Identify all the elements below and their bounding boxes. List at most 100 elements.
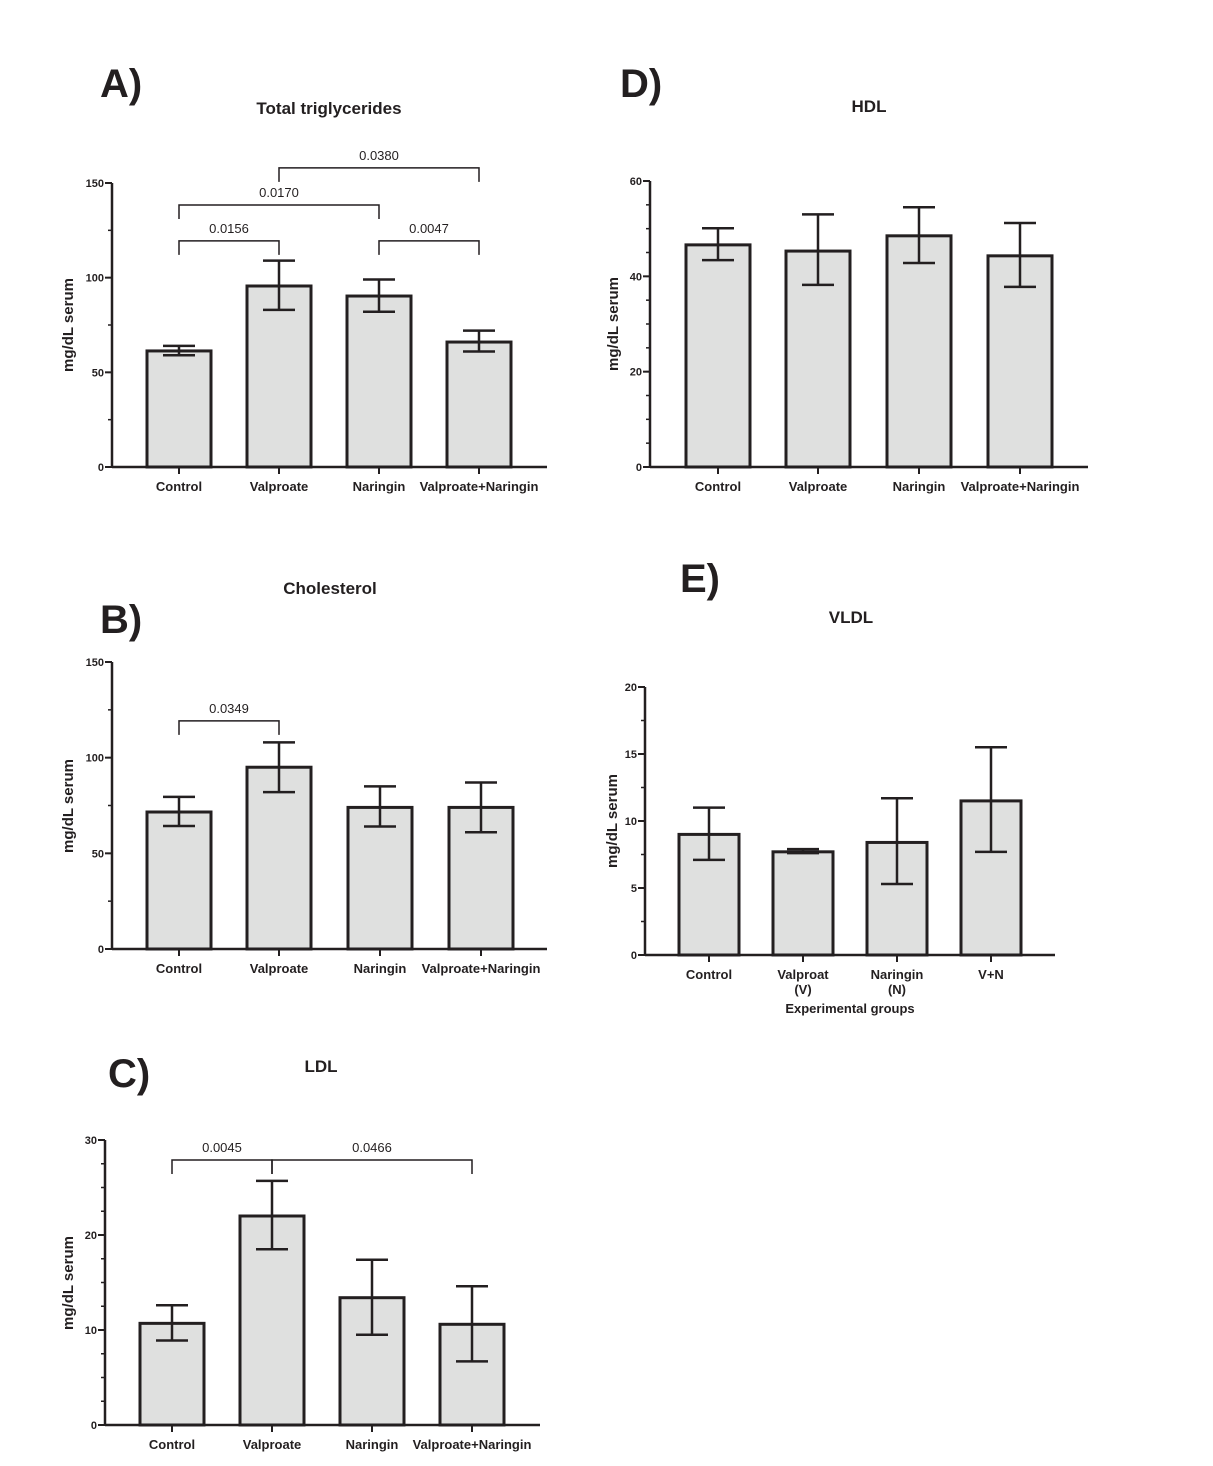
bar-1: [771, 850, 835, 957]
y-tick-label: 10: [85, 1325, 97, 1337]
panel-d: D) HDL mg/dL serum 0 20 40 60 Control Valproate N…: [605, 62, 1088, 494]
x-tick-label-line: Valproate: [250, 479, 309, 494]
y-tick-label: 30: [85, 1135, 97, 1147]
x-tick-label: Control: [156, 961, 202, 976]
x-tick-label-line: Naringin: [346, 1437, 399, 1452]
x-tick-label: Naringin: [346, 1437, 399, 1452]
panel-label: C): [108, 1052, 150, 1096]
chart-title: HDL: [852, 97, 887, 116]
p-value-label: 0.0156: [209, 221, 249, 236]
x-tick-label: Control: [695, 479, 741, 494]
chart-title: LDL: [304, 1057, 337, 1076]
p-value-label: 0.0045: [202, 1140, 242, 1155]
bar-0: [145, 349, 213, 469]
y-axis-label: mg/dL serum: [60, 1236, 77, 1330]
x-tick-label-line: Control: [686, 967, 732, 982]
x-tick-label-line: Valproate+Naringin: [413, 1437, 532, 1452]
x-tick-label-line: Naringin: [353, 479, 406, 494]
y-tick-label: 50: [92, 367, 104, 379]
x-tick-label-line: V+N: [978, 967, 1004, 982]
x-tick-label: Naringin (N): [871, 967, 924, 997]
y-tick-label: 50: [92, 848, 104, 860]
y-axis-label: mg/dL serum: [604, 774, 621, 868]
panel-label: D): [620, 62, 662, 106]
y-tick-label: 40: [630, 271, 642, 283]
p-value-label: 0.0047: [409, 221, 449, 236]
y-tick-label: 0: [631, 950, 637, 962]
y-tick-label: 20: [630, 367, 642, 379]
y-tick-label: 0: [91, 1420, 97, 1432]
x-tick-label: Valproate: [789, 479, 848, 494]
significance-bracket: [178, 240, 280, 255]
significance-bracket: [178, 204, 380, 219]
x-tick-label-line: Control: [695, 479, 741, 494]
panel-label: A): [100, 62, 142, 106]
p-value-label: 0.0170: [259, 185, 299, 200]
chart-title: Cholesterol: [283, 579, 377, 598]
bar-0: [145, 810, 213, 951]
bar-1: [784, 249, 852, 469]
y-tick-label: 20: [85, 1230, 97, 1242]
chart-title: Total triglycerides: [256, 99, 401, 118]
panel-label: B): [100, 598, 142, 642]
y-tick-label: 20: [625, 682, 637, 694]
y-tick-label: 100: [86, 753, 104, 765]
panel-label: E): [680, 557, 720, 601]
x-tick-label: Valproat (V): [777, 967, 829, 997]
bar-2: [885, 234, 953, 469]
panel-a: A) Total triglycerides mg/dL serum 0 50 100 15…: [60, 62, 547, 494]
x-tick-label-line: Naringin: [871, 967, 924, 982]
y-tick-label: 0: [636, 462, 642, 474]
y-axis-label: mg/dL serum: [60, 278, 77, 372]
x-tick-label: Valproate+Naringin: [422, 961, 541, 976]
panel-b: B) Cholesterol mg/dL serum 0 50 100 150 Control…: [60, 579, 547, 976]
x-tick-label: Valproate: [243, 1437, 302, 1452]
x-tick-label-line: Control: [156, 961, 202, 976]
panel-e: E) VLDL mg/dL serum 0 5 10 15 20 Control Valproat…: [604, 557, 1055, 1016]
x-tick-label-line: Control: [156, 479, 202, 494]
x-tick-label: Valproate+Naringin: [420, 479, 539, 494]
p-value-label: 0.0466: [352, 1140, 392, 1155]
significance-bracket: [278, 167, 480, 182]
x-tick-label-line: (V): [794, 982, 811, 997]
x-tick-label-line: Valproate+Naringin: [420, 479, 539, 494]
y-axis-label: mg/dL serum: [605, 277, 622, 371]
y-tick-label: 0: [98, 462, 104, 474]
x-tick-label: Naringin: [354, 961, 407, 976]
x-tick-label: Naringin: [893, 479, 946, 494]
bar-3: [445, 340, 513, 469]
x-tick-label: Control: [686, 967, 732, 982]
x-tick-label-line: Valproate+Naringin: [422, 961, 541, 976]
x-tick-label-line: Valproate: [243, 1437, 302, 1452]
x-tick-label: Naringin: [353, 479, 406, 494]
x-tick-label: Valproate+Naringin: [961, 479, 1080, 494]
bar-1: [238, 1214, 306, 1427]
x-tick-label: V+N: [978, 967, 1004, 982]
x-tick-label: Valproate: [250, 479, 309, 494]
significance-bracket: [378, 240, 480, 255]
x-tick-label: Control: [149, 1437, 195, 1452]
x-tick-label-line: Valproate+Naringin: [961, 479, 1080, 494]
bar-2: [345, 294, 413, 469]
p-value-label: 0.0349: [209, 701, 249, 716]
x-tick-label-line: Valproate: [250, 961, 309, 976]
x-tick-label-line: Valproate: [789, 479, 848, 494]
x-tick-label-line: (N): [888, 982, 906, 997]
y-tick-label: 150: [86, 178, 104, 190]
x-tick-label-line: Control: [149, 1437, 195, 1452]
chart-title: VLDL: [829, 608, 873, 627]
y-axis-label: mg/dL serum: [60, 759, 77, 853]
x-tick-label-line: Naringin: [354, 961, 407, 976]
p-value-label: 0.0380: [359, 148, 399, 163]
bar-1: [245, 284, 313, 469]
bar-1: [245, 765, 313, 951]
significance-bracket: [171, 1159, 273, 1174]
bar-0: [684, 243, 752, 469]
significance-bracket: [271, 1159, 473, 1174]
y-tick-label: 60: [630, 176, 642, 188]
bar-2: [346, 805, 414, 951]
significance-bracket: [178, 720, 280, 735]
panel-c: C) LDL mg/dL serum 0 10 20 30 Control Valproate N…: [60, 1052, 540, 1452]
bar-3: [986, 254, 1054, 469]
